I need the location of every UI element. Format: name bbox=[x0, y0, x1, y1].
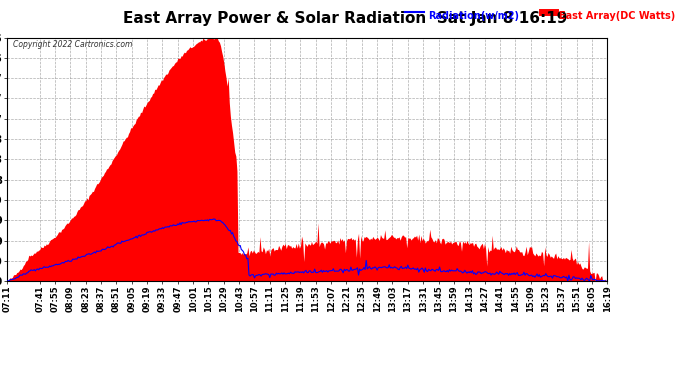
Text: Radiation(w/m2): Radiation(w/m2) bbox=[428, 11, 519, 21]
Text: East Array(DC Watts): East Array(DC Watts) bbox=[559, 11, 675, 21]
Text: East Array Power & Solar Radiation  Sat Jan 8 16:19: East Array Power & Solar Radiation Sat J… bbox=[123, 11, 567, 26]
Text: Copyright 2022 Cartronics.com: Copyright 2022 Cartronics.com bbox=[13, 40, 132, 49]
